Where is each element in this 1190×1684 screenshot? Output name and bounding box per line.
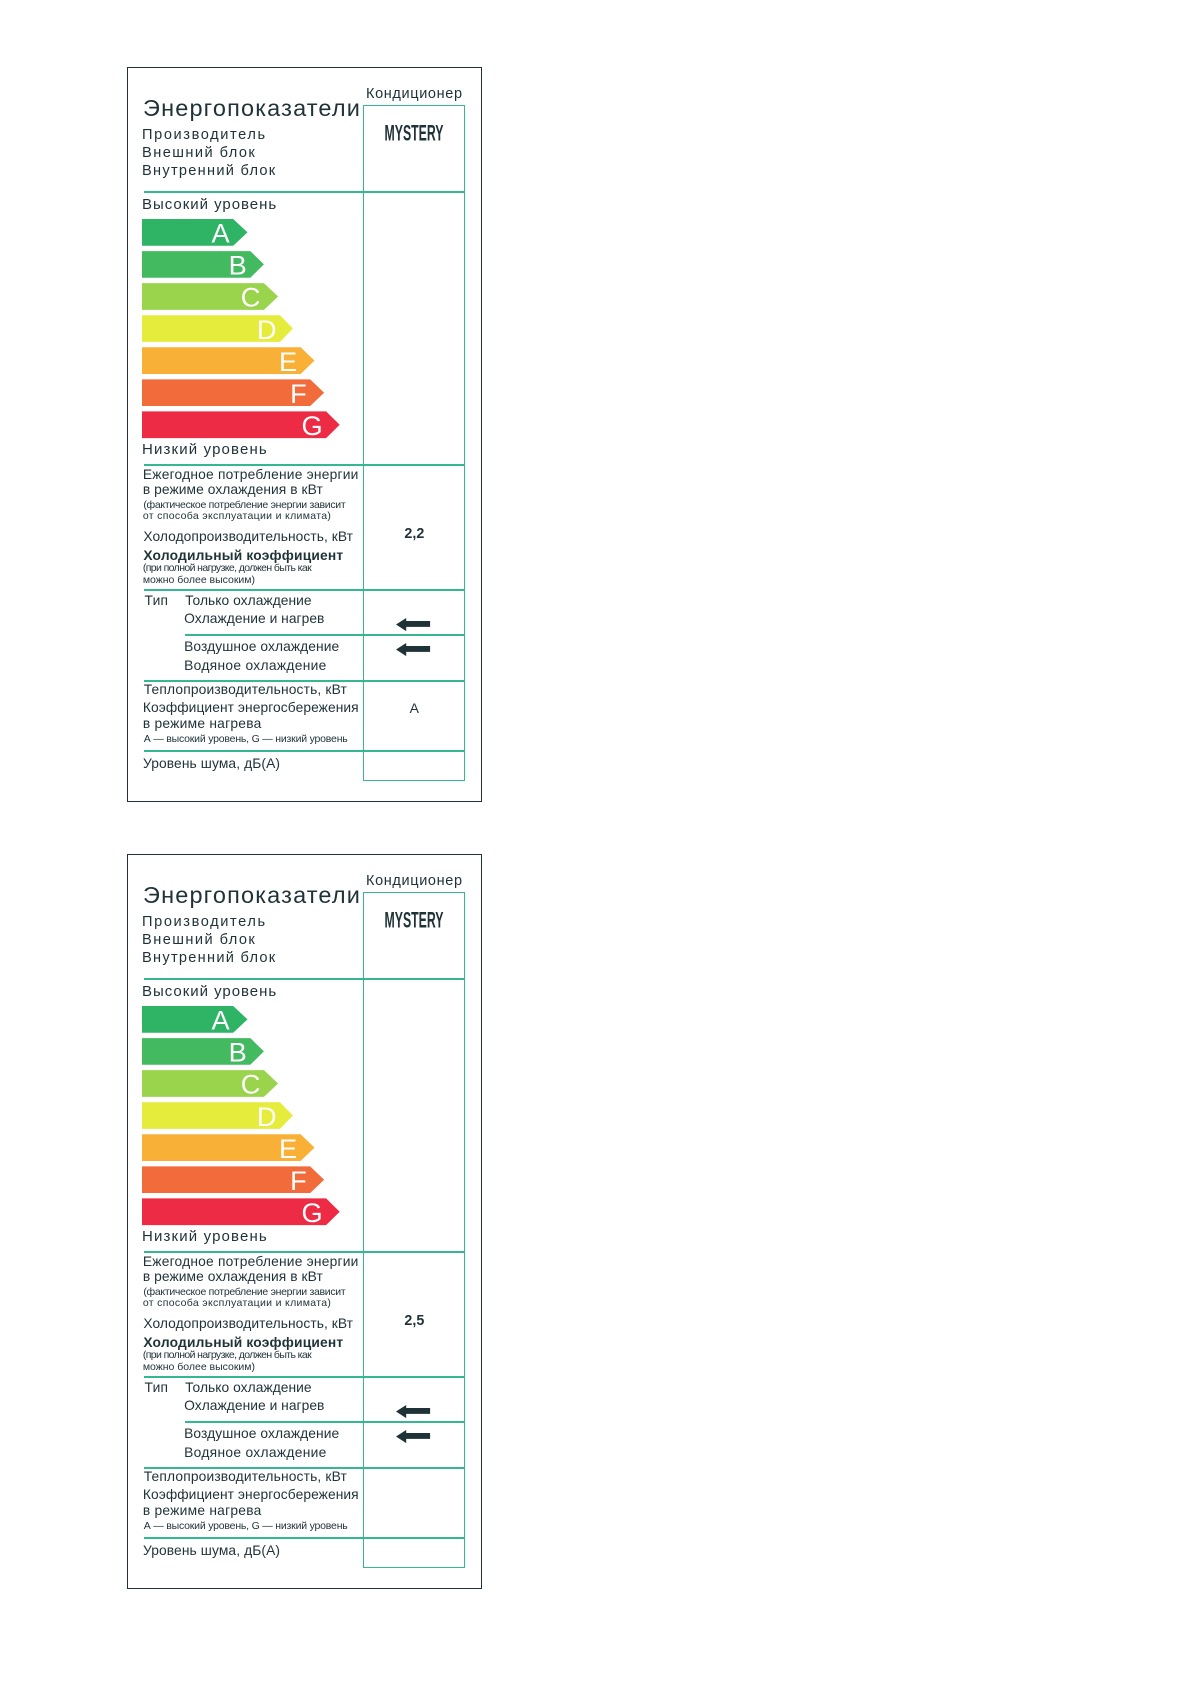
svg-text:E: E — [279, 346, 297, 377]
svg-text:G: G — [301, 410, 322, 439]
svg-text:B: B — [229, 1037, 247, 1068]
svg-text:A: A — [212, 219, 231, 249]
svg-text:G: G — [301, 1197, 322, 1226]
svg-text:D: D — [257, 314, 277, 345]
svg-text:MYSTERY: MYSTERY — [384, 908, 443, 932]
svg-text:C: C — [241, 1069, 261, 1100]
svg-text:B: B — [229, 250, 247, 281]
svg-text:C: C — [241, 282, 261, 313]
svg-text:A: A — [212, 1006, 231, 1036]
svg-text:D: D — [257, 1101, 277, 1132]
svg-text:MYSTERY: MYSTERY — [384, 121, 443, 145]
svg-text:F: F — [290, 1165, 307, 1196]
svg-text:F: F — [290, 378, 307, 409]
svg-text:E: E — [279, 1133, 297, 1164]
